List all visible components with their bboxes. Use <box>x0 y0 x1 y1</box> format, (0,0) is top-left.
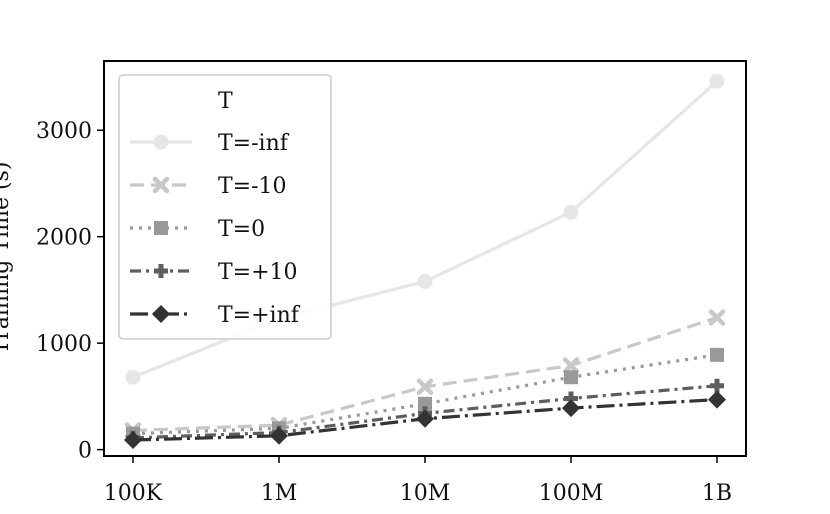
y-tick-label: 2000 <box>36 226 92 251</box>
series-4 <box>124 390 726 450</box>
legend-swatch-marker <box>152 176 170 194</box>
legend-swatch-marker <box>154 264 168 278</box>
data-point <box>710 378 724 393</box>
x-tick-label: 100M <box>539 481 604 506</box>
y-axis-label: Training Time (s) <box>0 162 14 355</box>
legend-entry: T=-inf <box>130 131 290 156</box>
data-point <box>564 370 578 385</box>
data-point <box>563 204 579 220</box>
data-point <box>124 431 142 450</box>
legend-swatch-marker <box>153 134 169 150</box>
data-point <box>416 409 434 428</box>
data-point <box>417 273 433 289</box>
y-tick-label: 3000 <box>36 119 92 144</box>
x-tick-label: 100K <box>104 481 163 506</box>
y-tick-label: 0 <box>78 439 92 464</box>
legend-label: T=-inf <box>218 131 290 156</box>
legend-entry: T=+inf <box>130 303 301 328</box>
legend-entry: T=0 <box>130 217 265 242</box>
data-point <box>562 357 580 374</box>
data-point <box>709 73 725 89</box>
legend-label: T=+inf <box>218 303 301 328</box>
x-tick-label: 10M <box>400 481 451 506</box>
legend: T T=-inf T=-10 T=0 T=+10 T=+inf <box>118 74 332 340</box>
data-point <box>418 396 432 411</box>
legend-entry: T=-10 <box>130 174 287 199</box>
data-point <box>416 378 434 396</box>
data-point <box>710 347 724 362</box>
legend-label: T=0 <box>218 217 265 242</box>
axes: 100K 1M 10M 100M 1B 0 1000 2000 3000 <box>36 119 732 506</box>
data-point <box>708 309 726 326</box>
x-tick-label: 1B <box>702 481 732 506</box>
plot-area <box>124 73 726 450</box>
legend-label: T=-10 <box>218 174 287 199</box>
legend-box <box>118 74 332 340</box>
y-tick-label: 1000 <box>36 332 92 357</box>
data-point <box>562 399 580 418</box>
data-point <box>125 369 141 385</box>
legend-swatch-marker <box>154 221 168 235</box>
data-point <box>708 390 726 409</box>
x-tick-label: 1M <box>261 481 298 506</box>
legend-title: T <box>218 89 233 114</box>
legend-swatch-marker <box>152 305 170 323</box>
legend-label: T=+10 <box>218 260 298 285</box>
data-point <box>270 426 288 445</box>
legend-entry: T=+10 <box>130 260 298 285</box>
